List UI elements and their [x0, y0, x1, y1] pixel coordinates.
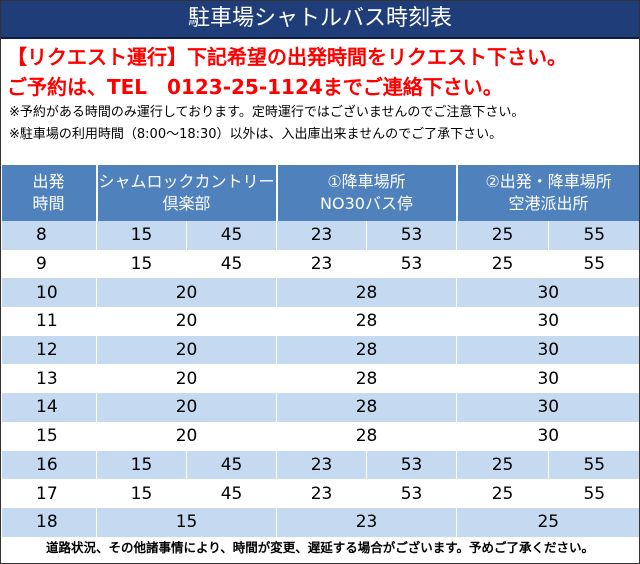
- timetable: 出発 時間 シャムロックカントリー 倶楽部 ①降車場所 NO30バス停 ②出発・降車場所 空港…: [1, 165, 639, 537]
- hour: 12: [1, 335, 97, 365]
- row: 10 20 28 30: [1, 278, 639, 308]
- row: 16 15 45 23 53 25 55: [1, 450, 639, 480]
- row: 9 15 45 23 53 25 55: [1, 249, 639, 279]
- minute: 15: [96, 479, 187, 508]
- minute: 23: [276, 450, 367, 480]
- minute: 30: [456, 364, 639, 394]
- minute: 55: [548, 249, 639, 279]
- minute: 25: [456, 507, 639, 537]
- row: 15 20 28 30: [1, 421, 639, 451]
- minute: 30: [456, 278, 639, 308]
- minute: 23: [276, 221, 367, 250]
- row: 8 15 45 23 53 25 55: [1, 221, 639, 250]
- minute: 20: [95, 364, 277, 394]
- minute: 28: [276, 393, 457, 422]
- minute: 15: [96, 249, 187, 279]
- minute: 20: [95, 335, 277, 365]
- row: 12 20 28 30: [1, 335, 639, 365]
- row: 13 20 28 30: [1, 364, 639, 394]
- minute: 25: [456, 221, 549, 250]
- note: ※駐車場の利用時間（8:00～18:30）以外は、入出庫出来ませんのでご了承下さ…: [9, 127, 503, 142]
- hour: 15: [1, 421, 97, 451]
- footer: 道路状況、その他諸事情により、時間が変更、遅延する場合がございます。予めご了承く…: [45, 540, 594, 555]
- minute: 25: [456, 249, 549, 279]
- column-header: シャムロックカントリー 倶楽部: [95, 165, 277, 221]
- minute: 15: [96, 221, 187, 250]
- hour: 18: [1, 507, 97, 537]
- minute: 20: [95, 393, 277, 422]
- minute: 28: [276, 307, 457, 336]
- minute: 45: [185, 450, 277, 480]
- hour: 14: [1, 393, 97, 422]
- minute: 25: [456, 450, 549, 480]
- notice: 【リクエスト運行】下記希望の出発時間をリクエスト下さい。: [7, 45, 567, 69]
- minute: 55: [548, 221, 639, 250]
- hour: 11: [1, 307, 97, 336]
- minute: 30: [456, 335, 639, 365]
- minute: 28: [276, 278, 457, 308]
- header-line: シャムロックカントリー: [98, 172, 275, 191]
- hour: 9: [1, 249, 97, 279]
- minute: 20: [95, 307, 277, 336]
- minute: 23: [276, 479, 367, 508]
- column-header: 出発 時間: [1, 165, 97, 221]
- note: ※予約がある時間のみ運行しております。定時運行ではございませんのでご注意下さい。: [9, 105, 525, 120]
- minute: 55: [548, 450, 639, 480]
- column-header: ①降車場所 NO30バス停: [275, 165, 457, 221]
- column-header: ②出発・降車場所 空港派出所: [455, 165, 639, 221]
- notes: ※予約がある時間のみ運行しております。定時運行ではございませんのでご注意下さい。…: [1, 102, 639, 146]
- minute: 28: [276, 335, 457, 365]
- row: 17 15 45 23 53 25 55: [1, 479, 639, 508]
- minute: 20: [95, 421, 277, 451]
- minute: 30: [456, 307, 639, 336]
- notice: ご予約は、TEL 0123-25-1124までご連絡下さい。: [7, 75, 503, 99]
- header-line: ②出発・降車場所: [485, 172, 612, 191]
- header-line: 倶楽部: [162, 194, 211, 213]
- minute: 53: [366, 479, 457, 508]
- row: 14 20 28 30: [1, 393, 639, 422]
- minute: 20: [95, 278, 277, 308]
- row: 18 15 23 25: [1, 507, 639, 537]
- header-line: NO30バス停: [320, 194, 413, 213]
- minute: 30: [456, 421, 639, 451]
- row: 11 20 28 30: [1, 307, 639, 336]
- minute: 53: [366, 249, 457, 279]
- header-line: 空港派出所: [508, 194, 589, 213]
- header-line: 出発: [32, 172, 65, 191]
- minute: 53: [366, 450, 457, 480]
- header-line: 時間: [32, 194, 65, 213]
- hour: 13: [1, 364, 97, 394]
- minute: 15: [96, 450, 187, 480]
- header-line: ①降車場所: [327, 172, 406, 191]
- minute: 55: [548, 479, 639, 508]
- hour: 10: [1, 278, 97, 308]
- minute: 25: [456, 479, 549, 508]
- minute: 23: [276, 249, 367, 279]
- minute: 23: [276, 507, 457, 537]
- notices: 【リクエスト運行】下記希望の出発時間をリクエスト下さい。 ご予約は、TEL 01…: [1, 39, 639, 102]
- minute: 45: [185, 221, 277, 250]
- minute: 28: [276, 421, 457, 451]
- minute: 28: [276, 364, 457, 394]
- hour: 17: [1, 479, 97, 508]
- minute: 53: [366, 221, 457, 250]
- minute: 45: [185, 479, 277, 508]
- hour: 16: [1, 450, 97, 480]
- minute: 30: [456, 393, 639, 422]
- minute: 15: [95, 507, 277, 537]
- minute: 45: [185, 249, 277, 279]
- hour: 8: [1, 221, 97, 250]
- title: 駐車場シャトルバス時刻表: [1, 1, 639, 39]
